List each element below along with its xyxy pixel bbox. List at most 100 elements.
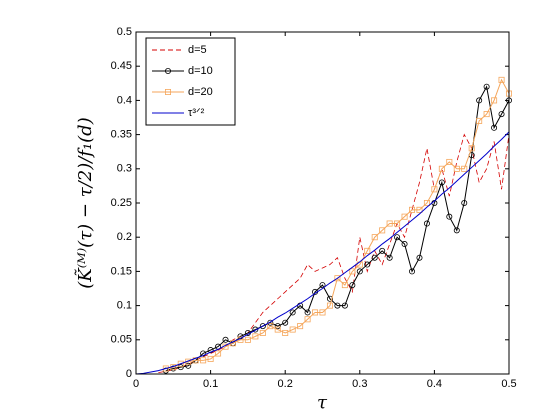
- data-point: [200, 350, 207, 357]
- data-point: [446, 213, 453, 220]
- data-point: [453, 227, 460, 234]
- data-point: [364, 261, 371, 268]
- data-point: [244, 336, 251, 343]
- data-point: [341, 282, 348, 289]
- data-point: [498, 76, 505, 83]
- data-point: [185, 362, 192, 369]
- data-point: [394, 220, 401, 227]
- y-tick-label: 0.15: [111, 265, 132, 277]
- data-point: [267, 319, 274, 326]
- legend-marker: [164, 89, 171, 96]
- data-point: [319, 309, 326, 316]
- data-point: [312, 309, 319, 316]
- data-point: [282, 329, 289, 336]
- data-point: [461, 199, 468, 206]
- data-point: [304, 316, 311, 323]
- data-point: [483, 83, 490, 90]
- x-tick-label: 0: [133, 378, 139, 390]
- series-line: [165, 85, 510, 372]
- data-point: [498, 111, 505, 118]
- data-point: [491, 97, 498, 104]
- data-point: [468, 145, 475, 152]
- data-point: [431, 186, 438, 193]
- legend-label: τ³ᐟ²: [188, 107, 205, 119]
- series-line: [135, 131, 510, 375]
- y-tick-label: 0.3: [117, 163, 132, 175]
- x-tick-label: 0.2: [278, 378, 293, 390]
- data-point: [207, 355, 214, 362]
- legend-label: d=10: [188, 65, 213, 77]
- data-point: [423, 220, 430, 227]
- data-point: [476, 117, 483, 124]
- data-point: [416, 254, 423, 261]
- data-point: [192, 357, 199, 364]
- y-tick-label: 0.4: [117, 94, 132, 106]
- data-point: [394, 234, 401, 241]
- data-point: [334, 302, 341, 309]
- y-axis-label: (K̃⁽ᴹ⁾(τ) − τ/2)/f₁(d): [74, 117, 96, 288]
- data-point: [491, 124, 498, 131]
- y-tick-label: 0.45: [111, 60, 132, 72]
- data-point: [461, 165, 468, 172]
- data-point: [326, 302, 333, 309]
- data-point: [252, 326, 259, 333]
- data-point: [371, 234, 378, 241]
- data-point: [386, 220, 393, 227]
- data-point: [304, 309, 311, 316]
- data-point: [423, 199, 430, 206]
- data-point: [483, 111, 490, 118]
- data-point: [349, 268, 356, 275]
- data-point: [379, 227, 386, 234]
- data-point: [401, 241, 408, 248]
- data-point: [252, 333, 259, 340]
- data-point: [364, 247, 371, 254]
- data-point: [177, 364, 184, 371]
- data-point: [274, 323, 281, 330]
- data-point: [259, 329, 266, 336]
- series-line: [158, 133, 510, 374]
- legend-label: d=5: [188, 44, 207, 56]
- data-point: [379, 247, 386, 254]
- legend-marker: [164, 68, 171, 75]
- legend-label: d=20: [188, 86, 213, 98]
- data-point: [386, 254, 393, 261]
- data-point: [416, 206, 423, 213]
- x-tick-label: 0.1: [203, 378, 218, 390]
- x-axis-label: τ: [317, 392, 328, 413]
- y-tick-label: 0.2: [117, 231, 132, 243]
- data-point: [349, 282, 356, 289]
- data-point: [453, 165, 460, 172]
- data-point: [409, 268, 416, 275]
- x-tick-label: 0.5: [501, 378, 516, 390]
- data-point: [274, 326, 281, 333]
- data-point: [438, 179, 445, 186]
- data-point: [297, 323, 304, 330]
- data-point: [215, 350, 222, 357]
- data-point: [446, 158, 453, 165]
- legend-box: [145, 37, 236, 126]
- data-point: [438, 165, 445, 172]
- y-tick-label: 0.25: [111, 197, 132, 209]
- y-tick-label: 0.35: [111, 129, 132, 141]
- data-point: [177, 360, 184, 367]
- data-point: [476, 97, 483, 104]
- x-tick-label: 0.4: [427, 378, 442, 390]
- data-point: [200, 357, 207, 364]
- data-point: [371, 254, 378, 261]
- data-point: [289, 326, 296, 333]
- y-tick-label: 0.5: [117, 26, 132, 38]
- y-tick-label: 0.05: [111, 334, 132, 346]
- data-point: [282, 319, 289, 326]
- axes-box: [135, 31, 510, 375]
- data-point: [259, 323, 266, 330]
- data-point: [401, 213, 408, 220]
- data-point: [409, 206, 416, 213]
- data-point: [267, 323, 274, 330]
- data-point: [319, 282, 326, 289]
- data-point: [162, 365, 169, 372]
- data-point: [341, 302, 348, 309]
- y-tick-label: 0.1: [117, 300, 132, 312]
- data-point: [326, 295, 333, 302]
- x-tick-label: 0.3: [352, 378, 367, 390]
